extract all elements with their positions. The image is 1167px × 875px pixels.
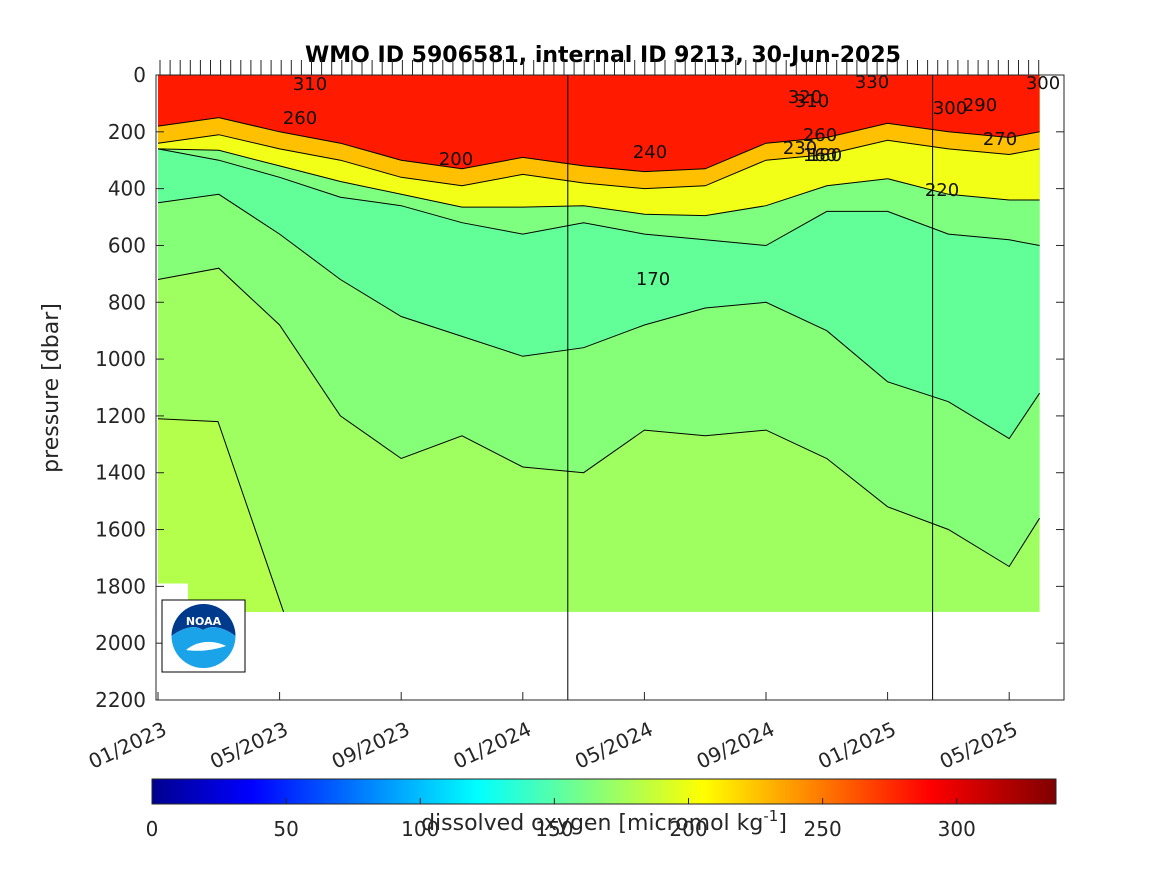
oxygen-bands — [158, 75, 1040, 612]
y-tick-label-8: 1600 — [95, 518, 146, 542]
y-tick-label-11: 2200 — [95, 688, 146, 712]
colorbar-ticks: 0 50 100 150 200 250 300 — [146, 798, 976, 841]
contour-label-1: 260 — [283, 108, 317, 129]
contour-label-10: 270 — [983, 129, 1017, 150]
contour-label-6: 310 — [795, 91, 829, 112]
colorbar-tick-label-6: 300 — [938, 817, 976, 841]
band-surface — [158, 75, 1040, 172]
profile-ticks — [159, 60, 1040, 75]
contour-label-0: 310 — [293, 74, 327, 95]
contour-label-3: 240 — [633, 142, 667, 163]
contour-label-7: 330 — [855, 72, 889, 93]
band-200 — [158, 418, 284, 612]
x-tick-label-3: 01/2024 — [449, 717, 534, 774]
contour-label-14: 180 — [808, 145, 842, 166]
contour-label-11: 260 — [803, 125, 837, 146]
svg-text:NOAA: NOAA — [186, 615, 222, 628]
chart-title: WMO ID 5906581, internal ID 9213, 30-Jun… — [305, 43, 901, 68]
y-tick-label-3: 600 — [108, 233, 146, 257]
colorbar-tick-label-0: 0 — [146, 817, 159, 841]
x-tick-label-2: 09/2023 — [328, 717, 413, 774]
y-tick-label-5: 1000 — [95, 347, 146, 371]
colorbar-label: dissolved oxygen [micromol kg-1] — [421, 807, 787, 836]
contour-label-2: 200 — [439, 149, 473, 170]
x-tick-label-0: 01/2023 — [85, 717, 170, 774]
x-tick-label-4: 05/2024 — [571, 717, 656, 774]
contour-lines — [157, 117, 1041, 613]
colorbar — [151, 778, 1057, 805]
year-boundary-lines — [567, 75, 934, 700]
y-tick-label-0: 0 — [133, 63, 146, 87]
colorbar-tick-label-4: 200 — [669, 817, 707, 841]
y-tick-label-10: 2000 — [95, 631, 146, 655]
x-axis: 01/2023 05/2023 09/2023 01/2024 05/2024 09/20… — [85, 692, 1021, 774]
y-tick-label-9: 1800 — [95, 574, 146, 598]
contour-label-15: 220 — [925, 180, 959, 201]
x-tick-label-6: 01/2025 — [814, 717, 899, 774]
y-axis-label: pressure [dbar] — [39, 303, 64, 473]
contour-upper-0 — [157, 134, 1040, 190]
x-tick-label-7: 05/2025 — [936, 717, 1021, 774]
contour-label-8: 300 — [933, 98, 967, 119]
contour-surface-layer-bottom — [157, 117, 1040, 173]
colorbar-tick-label-1: 50 — [273, 817, 298, 841]
x-tick-label-5: 09/2024 — [693, 717, 778, 774]
contour-iso-200 — [157, 418, 285, 613]
contour-upper-1 — [157, 148, 1040, 217]
y-tick-label-7: 1400 — [95, 461, 146, 485]
y-tick-label-1: 200 — [108, 120, 146, 144]
y-tick-label-6: 1200 — [95, 404, 146, 428]
contour-label-5: 320 — [788, 87, 822, 108]
y-axis: 0 200 400 600 800 1000 1200 1400 1600 1800 2000 220… — [95, 63, 1064, 712]
y-tick-label-2: 400 — [108, 177, 146, 201]
contour-label-12: 230 — [783, 138, 817, 159]
contour-label-9: 290 — [963, 95, 997, 116]
colorbar-tick-label-5: 250 — [804, 817, 842, 841]
x-tick-label-1: 05/2023 — [206, 717, 291, 774]
colorbar-tick-label-3: 150 — [535, 817, 573, 841]
colorbar-tick-label-2: 100 — [401, 817, 439, 841]
y-tick-label-4: 800 — [108, 290, 146, 314]
contour-label-4: 170 — [636, 269, 670, 290]
contour-oxycline-bottom — [157, 148, 1040, 247]
axes-frame — [155, 74, 1065, 701]
contour-label-13: 160 — [803, 145, 837, 166]
contour-label-16: 300 — [1026, 73, 1060, 94]
contour-iso-190 — [157, 267, 1041, 568]
noaa-logo: NOAA — [161, 599, 246, 673]
contour-iso-180 — [157, 193, 1041, 440]
